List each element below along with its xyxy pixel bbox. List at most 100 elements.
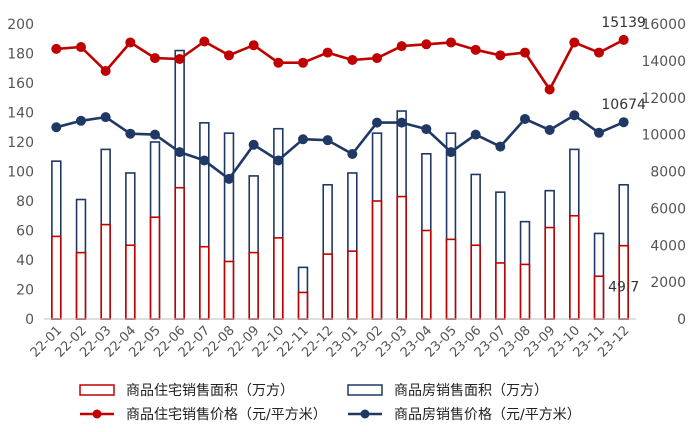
residential-area-bar xyxy=(149,216,161,320)
price-point xyxy=(199,155,210,166)
annotation-label: 49.7 xyxy=(608,280,639,296)
legend-item-total-price: 商品房销售价格（元/平方米） xyxy=(346,404,614,424)
left-tick-label: 120 xyxy=(7,135,34,151)
left-tick-label: 60 xyxy=(16,224,34,240)
legend-label: 商品房销售价格（元/平方米） xyxy=(394,407,581,423)
price-point xyxy=(618,34,629,45)
price-point xyxy=(51,43,62,54)
price-point xyxy=(470,129,481,140)
residential-area-bar xyxy=(297,291,309,320)
price-point xyxy=(421,124,432,135)
residential-area-bar xyxy=(495,262,506,320)
price-point xyxy=(569,37,580,48)
right-tick-label: 16000 xyxy=(641,17,686,33)
price-point xyxy=(150,53,160,64)
price-point xyxy=(273,57,284,68)
legend-label: 商品住宅销售价格（元/平方米） xyxy=(126,407,327,423)
right-tick-label: 14000 xyxy=(641,54,686,70)
residential-area-bar xyxy=(371,200,383,320)
combo-chart: 0 20 40 60 80 100 120 140 160 180 200 0 2000 4000 600… xyxy=(7,15,686,361)
residential-area-bar xyxy=(75,251,87,320)
left-tick-label: 180 xyxy=(7,47,34,63)
legend-label: 商品房销售面积（万方） xyxy=(394,383,548,399)
price-point xyxy=(347,148,358,159)
residential-area-bar xyxy=(347,250,358,320)
price-point xyxy=(544,125,555,136)
price-point xyxy=(372,53,382,64)
total-area-bars xyxy=(51,49,629,320)
price-point xyxy=(520,47,530,58)
price-point xyxy=(569,110,580,121)
right-tick-label: 8000 xyxy=(650,165,686,181)
annotations: 15139 10674 49.7 xyxy=(601,15,646,296)
price-point xyxy=(421,39,432,50)
price-point xyxy=(594,127,604,138)
left-axis: 0 20 40 60 80 100 120 140 160 180 200 xyxy=(7,17,34,328)
legend-row-lines: 商品住宅销售价格（元/平方米） 商品房销售价格（元/平方米） xyxy=(78,402,638,426)
residential-area-bar xyxy=(421,229,432,320)
price-point xyxy=(495,141,506,152)
legend-label: 商品住宅销售面积（万方） xyxy=(126,383,294,399)
residential-area-bar xyxy=(248,251,259,320)
residential-area-bar xyxy=(174,186,185,320)
price-point xyxy=(224,173,234,184)
legend-item-residential-area: 商品住宅销售面积（万方） xyxy=(78,380,346,400)
residential-area-bar xyxy=(199,245,210,320)
price-point xyxy=(125,37,136,48)
residential-area-bar xyxy=(322,253,333,320)
annotation-label: 10674 xyxy=(601,97,646,113)
residential-area-bar xyxy=(470,244,481,320)
price-point xyxy=(199,36,210,47)
residential-area-bar xyxy=(519,263,531,320)
price-point xyxy=(224,50,234,61)
price-point xyxy=(248,40,259,51)
price-point xyxy=(322,47,333,58)
residential-area-bar xyxy=(593,275,605,320)
price-point xyxy=(372,117,382,128)
price-point xyxy=(520,113,530,124)
residential-area-bar xyxy=(273,237,284,320)
price-point xyxy=(322,135,333,146)
right-axis: 0 2000 4000 6000 8000 10000 12000 14000 16000 xyxy=(641,17,686,328)
price-point xyxy=(594,47,604,58)
left-tick-label: 0 xyxy=(25,312,34,328)
right-tick-label: 10000 xyxy=(641,128,686,144)
right-tick-label: 6000 xyxy=(650,201,686,217)
price-point xyxy=(396,117,407,128)
left-tick-label: 100 xyxy=(7,165,34,181)
price-point xyxy=(298,57,308,68)
residential-area-bar xyxy=(445,238,457,320)
residential-area-bar xyxy=(223,260,235,320)
residential-area-bar xyxy=(51,235,62,320)
left-tick-label: 40 xyxy=(16,253,34,269)
legend: 商品住宅销售面积（万方） 商品房销售面积（万方） 商品住宅销售价格（元/平方米）… xyxy=(78,378,638,426)
residential-area-bar xyxy=(100,223,111,320)
price-point xyxy=(100,112,111,123)
price-point xyxy=(396,41,407,52)
price-point xyxy=(174,147,185,158)
price-line xyxy=(56,38,625,91)
price-point xyxy=(100,66,111,77)
price-point xyxy=(150,129,160,140)
price-point xyxy=(76,42,86,53)
price-point xyxy=(347,54,358,65)
left-tick-label: 20 xyxy=(16,283,34,299)
price-lines xyxy=(51,34,629,184)
legend-line-swatch-red xyxy=(80,409,114,419)
left-tick-label: 200 xyxy=(7,17,34,33)
price-point xyxy=(76,115,86,126)
price-point xyxy=(51,122,62,133)
price-point xyxy=(298,134,308,145)
right-tick-label: 2000 xyxy=(650,275,686,291)
price-point xyxy=(446,147,456,158)
x-axis: 22-0122-0222-0322-0422-0522-0622-0722-08… xyxy=(28,323,633,360)
price-point xyxy=(618,117,629,128)
right-tick-label: 4000 xyxy=(650,238,686,254)
left-tick-label: 160 xyxy=(7,76,34,92)
legend-bar-swatch-navy xyxy=(347,384,383,396)
price-point xyxy=(470,44,481,55)
legend-line-swatch-navy xyxy=(348,409,382,419)
price-point xyxy=(174,54,185,65)
price-point xyxy=(544,84,555,95)
right-tick-label: 12000 xyxy=(641,91,686,107)
